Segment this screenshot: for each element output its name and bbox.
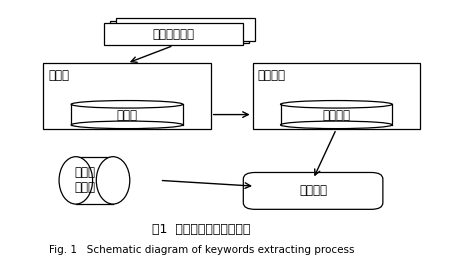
Bar bbox=[76, 157, 113, 204]
Ellipse shape bbox=[280, 121, 392, 128]
FancyBboxPatch shape bbox=[243, 172, 383, 209]
Ellipse shape bbox=[96, 157, 130, 204]
Text: 语义扩展: 语义扩展 bbox=[257, 69, 285, 81]
Ellipse shape bbox=[71, 101, 183, 108]
Bar bbox=[104, 23, 243, 45]
Bar bbox=[280, 104, 392, 125]
Text: 构件描述文档: 构件描述文档 bbox=[153, 28, 195, 41]
Text: 构件标
识集合: 构件标 识集合 bbox=[74, 166, 95, 194]
Ellipse shape bbox=[280, 101, 392, 108]
Text: 特征词集: 特征词集 bbox=[299, 184, 327, 197]
Text: 分词器: 分词器 bbox=[48, 69, 69, 81]
Bar bbox=[71, 104, 183, 125]
Ellipse shape bbox=[71, 121, 183, 128]
Ellipse shape bbox=[59, 157, 93, 204]
Bar bbox=[116, 18, 256, 41]
Bar bbox=[43, 63, 211, 129]
Text: 图1  特征词提取过程示意图: 图1 特征词提取过程示意图 bbox=[152, 223, 251, 236]
Text: Fig. 1   Schematic diagram of keywords extracting process: Fig. 1 Schematic diagram of keywords ext… bbox=[49, 245, 354, 255]
Text: 语义本体: 语义本体 bbox=[322, 109, 351, 122]
Text: 停用词: 停用词 bbox=[117, 109, 138, 122]
Bar bbox=[253, 63, 420, 129]
Bar bbox=[110, 21, 249, 43]
